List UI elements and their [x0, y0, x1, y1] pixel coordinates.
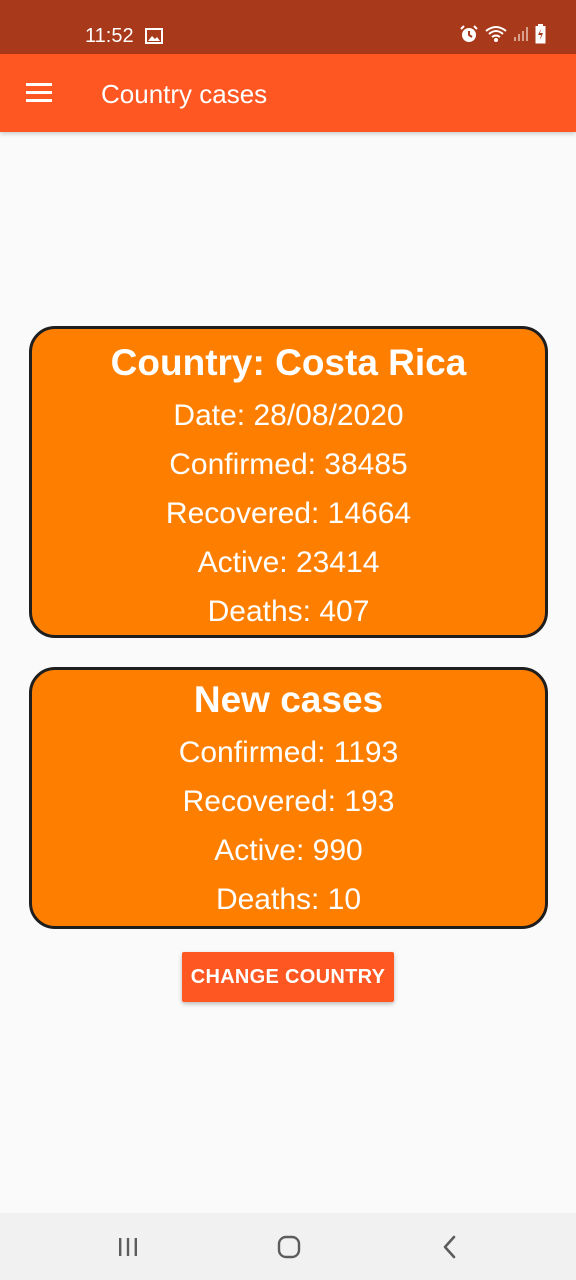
wifi-icon	[485, 26, 507, 42]
country-date: Date: 28/08/2020	[173, 399, 404, 432]
home-button[interactable]	[269, 1231, 309, 1263]
country-confirmed: Confirmed: 38485	[169, 448, 408, 481]
status-bar: 11:52	[0, 0, 576, 54]
country-recovered: Recovered: 14664	[165, 497, 412, 530]
gallery-icon	[145, 28, 163, 44]
status-icons	[459, 24, 546, 44]
recent-apps-icon	[119, 1238, 137, 1256]
country-title: Country: Costa Rica	[110, 342, 467, 383]
change-country-button[interactable]: CHANGE COUNTRY	[182, 952, 394, 1002]
back-icon	[443, 1235, 456, 1259]
home-icon	[277, 1235, 301, 1259]
signal-icon	[514, 27, 528, 41]
new-deaths: Deaths: 10	[215, 883, 362, 916]
new-cases-title: New cases	[193, 679, 384, 720]
system-nav-bar	[0, 1213, 576, 1280]
alarm-icon	[460, 25, 478, 42]
new-confirmed: Confirmed: 1193	[178, 736, 399, 769]
battery-charging-icon	[535, 24, 546, 44]
recent-apps-button[interactable]	[108, 1231, 148, 1263]
page-title: Country cases	[101, 79, 268, 109]
country-deaths: Deaths: 407	[207, 595, 370, 628]
new-active: Active: 990	[214, 834, 363, 867]
country-active: Active: 23414	[197, 546, 380, 579]
back-button[interactable]	[430, 1231, 470, 1263]
new-cases-card: New cases Confirmed: 1193 Recovered: 193…	[29, 667, 548, 929]
country-summary-card: Country: Costa Rica Date: 28/08/2020 Con…	[29, 326, 548, 638]
hamburger-menu-icon[interactable]	[24, 80, 54, 106]
new-recovered: Recovered: 193	[182, 785, 395, 818]
status-time: 11:52	[85, 25, 134, 47]
app-bar: Country cases	[0, 54, 576, 132]
